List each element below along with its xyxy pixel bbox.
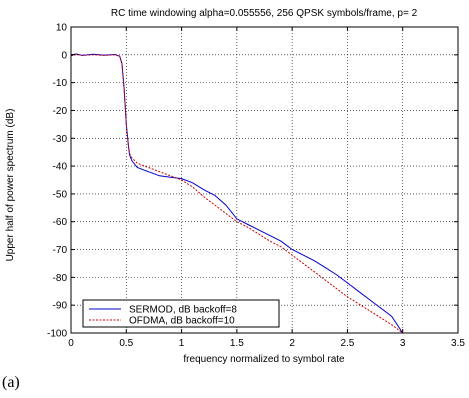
x-tick-label: 2.5 <box>340 338 354 349</box>
y-tick-label: -70 <box>53 245 68 256</box>
figure-caption: (a) <box>2 374 20 391</box>
y-tick-label: 10 <box>56 23 68 34</box>
y-tick-label: -80 <box>53 273 68 284</box>
legend-label-1: SERMOD, dB backoff=8 <box>129 305 237 316</box>
y-tick-label: -60 <box>53 217 68 228</box>
y-axis-label: Upper half of power spectrum (dB) <box>5 109 16 262</box>
x-tick-label: 1.5 <box>230 338 244 349</box>
legend-box <box>82 299 280 328</box>
x-tick-label: 0.5 <box>119 338 133 349</box>
plot-frame <box>70 26 459 334</box>
series-line-2 <box>70 53 404 334</box>
series-layer <box>70 53 404 334</box>
y-tick-label: -30 <box>53 134 68 145</box>
y-tick-label: 0 <box>61 50 67 61</box>
legend-label-2: OFDMA, dB backoff=10 <box>129 316 235 327</box>
y-tick-label: -20 <box>53 106 68 117</box>
x-axis-label: frequency normalized to symbol rate <box>183 354 345 365</box>
grid-lines <box>71 27 458 333</box>
chart-title: RC time windowing alpha=0.055556, 256 QP… <box>111 8 418 19</box>
axis-ticks: 0 0.5 1 1.5 2 2.5 3 3.5 10 0 -10 -20 -30 -40 -50 -60 -70… <box>47 23 465 350</box>
y-tick-label: -100 <box>47 329 67 340</box>
x-tick-label: 3.5 <box>451 338 465 349</box>
x-tick-label: 3 <box>400 338 406 349</box>
y-tick-label: -10 <box>53 78 68 89</box>
x-tick-label: 0 <box>68 338 74 349</box>
y-tick-label: -90 <box>53 301 68 312</box>
x-tick-label: 2 <box>289 338 295 349</box>
y-tick-label: -50 <box>53 189 68 200</box>
x-tick-label: 1 <box>179 338 185 349</box>
y-tick-label: -40 <box>53 162 68 173</box>
